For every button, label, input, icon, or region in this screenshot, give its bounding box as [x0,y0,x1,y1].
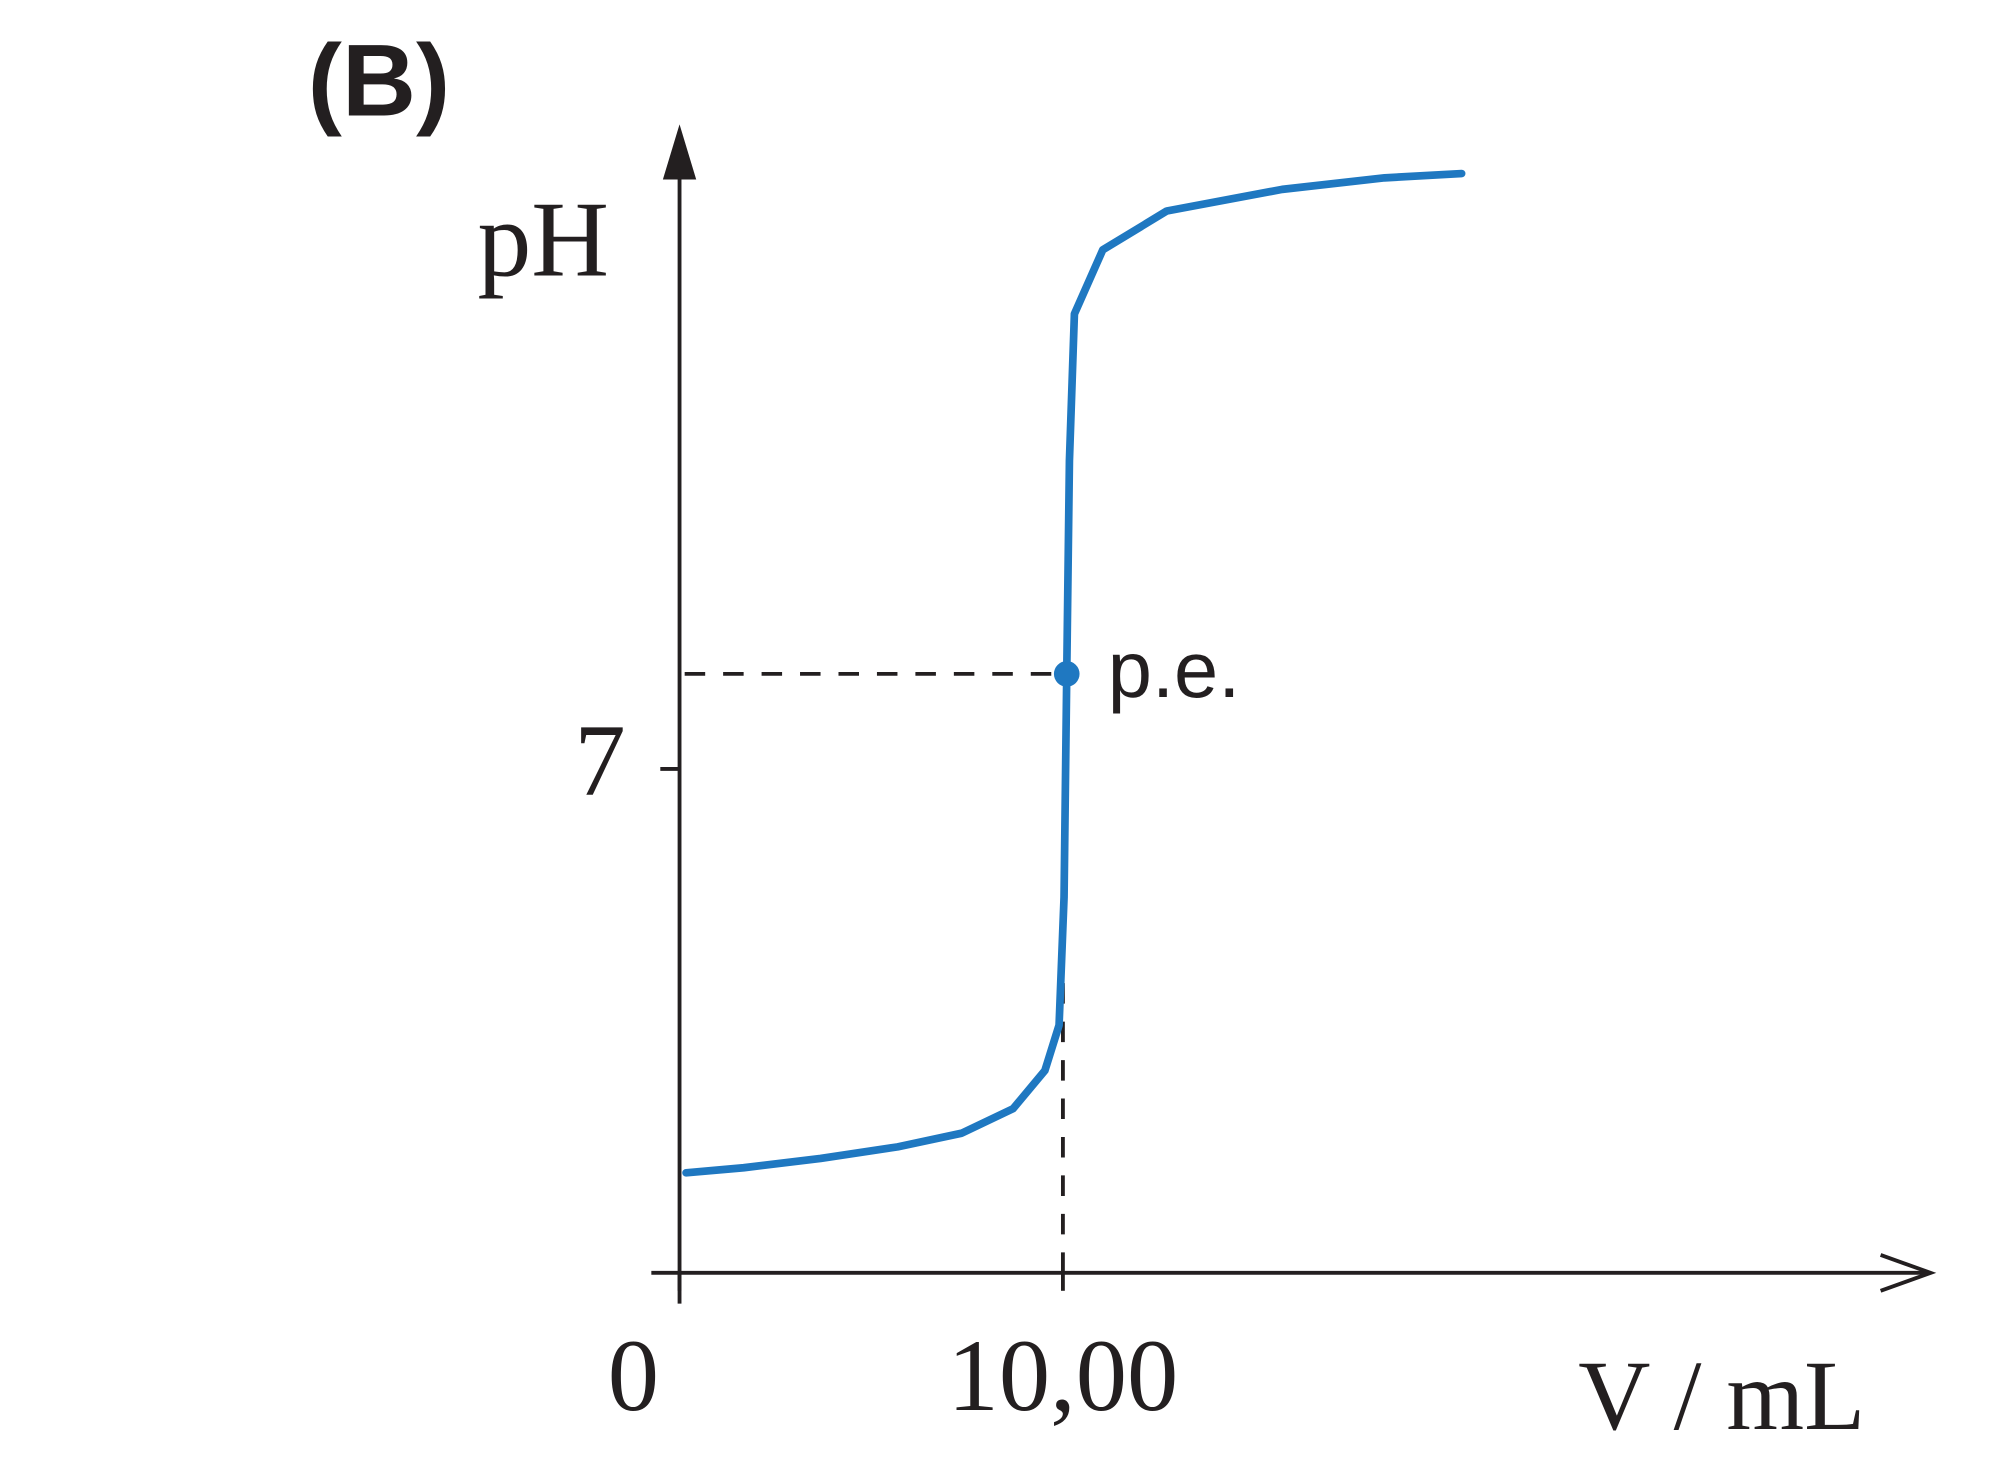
annotation-label: p.e. [1108,625,1241,714]
x-axis-label: V / mL [1578,1340,1865,1451]
panel-label: (B) [308,22,450,137]
y-axis-label: pH [477,181,609,300]
x-tick-label: 10,00 [948,1320,1179,1433]
equivalence-point [1053,661,1080,687]
x-axis-arrow [1879,1253,1937,1293]
x-tick-label: 0 [608,1320,659,1433]
y-tick-label: 7 [574,705,625,818]
line [682,169,1466,1177]
y-axis-arrow [662,124,697,180]
